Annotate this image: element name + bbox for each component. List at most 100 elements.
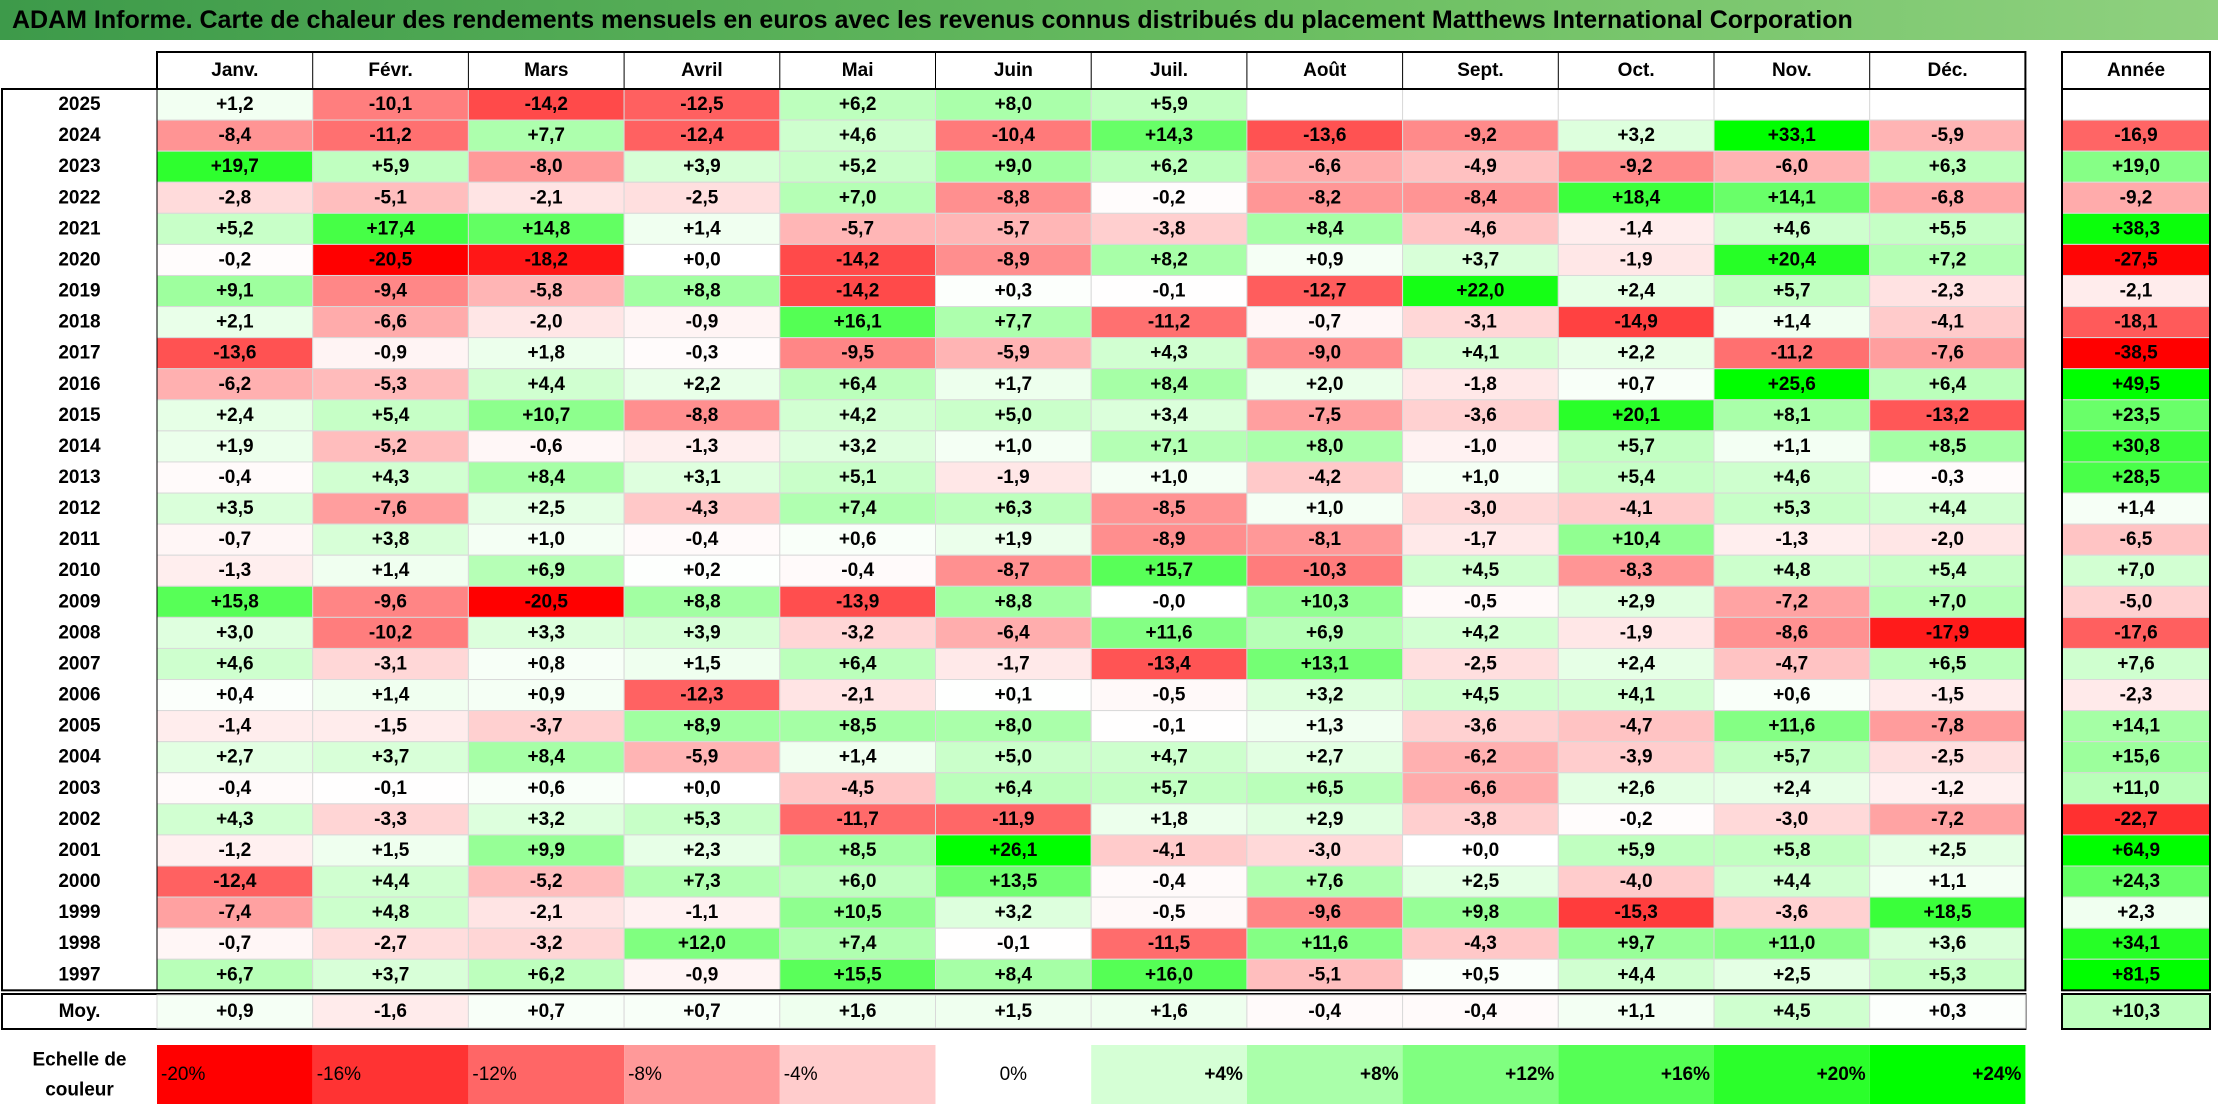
heatmap-cell bbox=[779, 523, 936, 556]
heatmap-cell bbox=[1557, 212, 1715, 245]
cell-value: -0,7 bbox=[218, 529, 251, 550]
heatmap-cell bbox=[623, 710, 781, 743]
cell-value: -3,1 bbox=[374, 653, 407, 674]
cell-value: +2,2 bbox=[1617, 343, 1655, 364]
cell-value: +9,8 bbox=[1462, 902, 1500, 923]
cell-value: -0,1 bbox=[374, 778, 407, 799]
cell-value: +8,4 bbox=[527, 467, 565, 488]
year-value: -27,5 bbox=[2114, 249, 2158, 270]
scale-swatch bbox=[312, 1045, 469, 1104]
heatmap-cell bbox=[1402, 679, 1559, 712]
cell-value: -9,6 bbox=[374, 591, 407, 612]
cell-value: -9,6 bbox=[1308, 902, 1341, 923]
heatmap-cell bbox=[156, 337, 314, 370]
cell-value: -3,0 bbox=[1308, 840, 1341, 861]
cell-value: +4,6 bbox=[1773, 218, 1811, 239]
heatmap-cell bbox=[1402, 647, 1559, 681]
cell-value: +1,4 bbox=[372, 560, 410, 581]
heatmap-cell bbox=[935, 150, 1092, 183]
cell-value: +22,0 bbox=[1456, 281, 1504, 302]
heatmap-cell bbox=[467, 212, 625, 245]
heatmap-cell bbox=[1557, 741, 1715, 774]
cell-value: -6,2 bbox=[1464, 747, 1497, 768]
heatmap-cell bbox=[156, 865, 314, 898]
row-label-2014: 2014 bbox=[58, 436, 101, 457]
cell-value: -6,8 bbox=[1931, 187, 1964, 208]
heatmap-cell bbox=[623, 243, 781, 276]
year-grid-border bbox=[2061, 88, 2211, 992]
scale-label-line2: couleur bbox=[45, 1080, 114, 1101]
cell-value: +2,4 bbox=[216, 405, 254, 426]
cell-value: +6,7 bbox=[216, 964, 254, 985]
heatmap-cell bbox=[1869, 461, 2026, 494]
cell-value: +1,9 bbox=[995, 529, 1033, 550]
cell-value: +3,6 bbox=[1929, 933, 1967, 954]
heatmap-cell bbox=[312, 150, 469, 183]
cell-value: +4,2 bbox=[839, 405, 877, 426]
heatmap-cell bbox=[1713, 647, 1871, 681]
cell-value: +4,3 bbox=[1150, 343, 1188, 364]
average-value: -0,4 bbox=[1464, 1001, 1497, 1022]
cell-value: +0,0 bbox=[1462, 840, 1500, 861]
cell-value: +3,8 bbox=[372, 529, 410, 550]
heatmap-cell bbox=[156, 647, 314, 681]
cell-value: -8,4 bbox=[218, 125, 251, 146]
heatmap-cell bbox=[312, 585, 469, 618]
cell-value: -1,7 bbox=[1464, 529, 1497, 550]
cell-value: +14,3 bbox=[1145, 125, 1193, 146]
heatmap-cell bbox=[935, 927, 1092, 960]
cell-value: -0,2 bbox=[218, 249, 251, 270]
cell-value: -1,4 bbox=[218, 716, 251, 737]
cell-value: +10,3 bbox=[1301, 591, 1349, 612]
heatmap-cell bbox=[1402, 523, 1559, 556]
heatmap-cell bbox=[935, 399, 1092, 432]
year-value: +14,1 bbox=[2112, 716, 2161, 737]
cell-value: +0,6 bbox=[527, 778, 565, 799]
heatmap-cell bbox=[779, 243, 936, 276]
row-label-2019: 2019 bbox=[58, 281, 100, 302]
cell-value: +5,5 bbox=[1929, 218, 1967, 239]
year-header-label: Année bbox=[2107, 60, 2165, 81]
cell-value: +9,9 bbox=[527, 840, 565, 861]
scale-label: +24% bbox=[1972, 1064, 2021, 1085]
cell-value: +3,9 bbox=[683, 156, 721, 177]
average-value: +1,5 bbox=[995, 1001, 1033, 1022]
cell-value: -9,5 bbox=[841, 343, 874, 364]
row-label-1999: 1999 bbox=[58, 902, 100, 923]
heatmap-cell bbox=[935, 306, 1092, 339]
scale-label: -8% bbox=[628, 1064, 662, 1085]
cell-value: -8,0 bbox=[530, 156, 563, 177]
heatmap-cell bbox=[1090, 399, 1248, 432]
cell-value: +0,0 bbox=[683, 778, 721, 799]
heatmap-cell bbox=[1713, 461, 1871, 494]
cell-value: +8,4 bbox=[1306, 218, 1344, 239]
heatmap-cell bbox=[1246, 119, 1404, 152]
average-cell bbox=[312, 994, 469, 1029]
scale-label: -4% bbox=[784, 1064, 818, 1085]
cell-value: +3,7 bbox=[372, 964, 410, 985]
heatmap-cell bbox=[1557, 119, 1715, 152]
cell-value: +7,1 bbox=[1150, 436, 1188, 457]
heatmap-cell bbox=[779, 461, 936, 494]
month-header-8: Sept. bbox=[1457, 60, 1503, 81]
heatmap-cell bbox=[467, 368, 625, 401]
average-cell bbox=[467, 994, 625, 1029]
row-label-2001: 2001 bbox=[58, 840, 101, 861]
cell-value: -2,3 bbox=[1931, 281, 1964, 302]
heatmap-cell bbox=[1713, 554, 1871, 587]
heatmap-cell bbox=[312, 492, 469, 525]
year-cell bbox=[2061, 927, 2211, 960]
heatmap-cell bbox=[1246, 585, 1404, 618]
heatmap-cell bbox=[156, 274, 314, 308]
heatmap-cell bbox=[623, 399, 781, 432]
heatmap-cell bbox=[1246, 647, 1404, 681]
heatmap-cell bbox=[1090, 368, 1248, 401]
heatmap-cell bbox=[623, 430, 781, 463]
cell-value: -1,9 bbox=[1620, 249, 1653, 270]
heatmap-cell bbox=[1713, 368, 1871, 401]
heatmap-cell bbox=[623, 585, 781, 618]
scale-label: 0% bbox=[1000, 1064, 1028, 1085]
heatmap-cell bbox=[312, 306, 469, 339]
heatmap-cell bbox=[1402, 399, 1559, 432]
heatmap-cell bbox=[1090, 181, 1248, 214]
